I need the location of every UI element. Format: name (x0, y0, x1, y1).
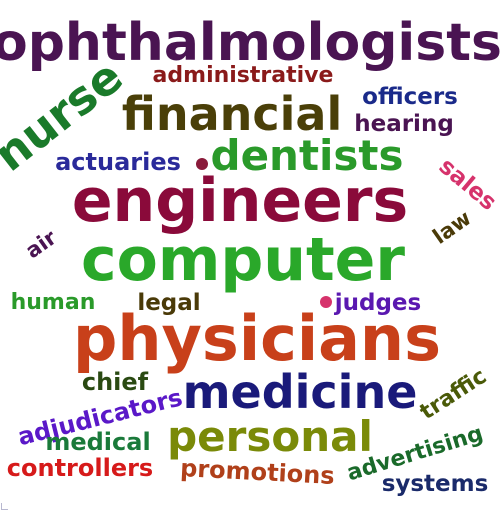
word-financial: financial (122, 87, 342, 141)
word-physicians: physicians (73, 302, 441, 375)
word-systems: systems (382, 471, 489, 497)
dot-marker (320, 296, 332, 308)
word-computer: computer (81, 225, 405, 295)
word-ophthalmologists: ophthalmologists (0, 13, 500, 73)
word-medical: medical (45, 428, 150, 456)
word-dentists: dentists (211, 131, 404, 180)
word-medicine: medicine (183, 365, 418, 419)
word-judges: judges (334, 290, 421, 316)
word-administrative: administrative (153, 63, 334, 88)
word-law: law (428, 206, 475, 249)
word-chief: chief (82, 368, 149, 396)
word-hearing: hearing (354, 111, 454, 137)
word-personal: personal (167, 412, 373, 461)
word-sales: sales (434, 153, 500, 216)
dot-marker (196, 158, 208, 170)
word-air: air (21, 225, 61, 263)
word-officers: officers (362, 84, 458, 110)
word-controllers: controllers (7, 454, 153, 482)
word-human: human (11, 290, 96, 315)
corner-mark (1, 503, 8, 510)
word-actuaries: actuaries (55, 148, 181, 176)
word-legal: legal (137, 290, 200, 316)
word-engineers: engineers (72, 166, 408, 236)
